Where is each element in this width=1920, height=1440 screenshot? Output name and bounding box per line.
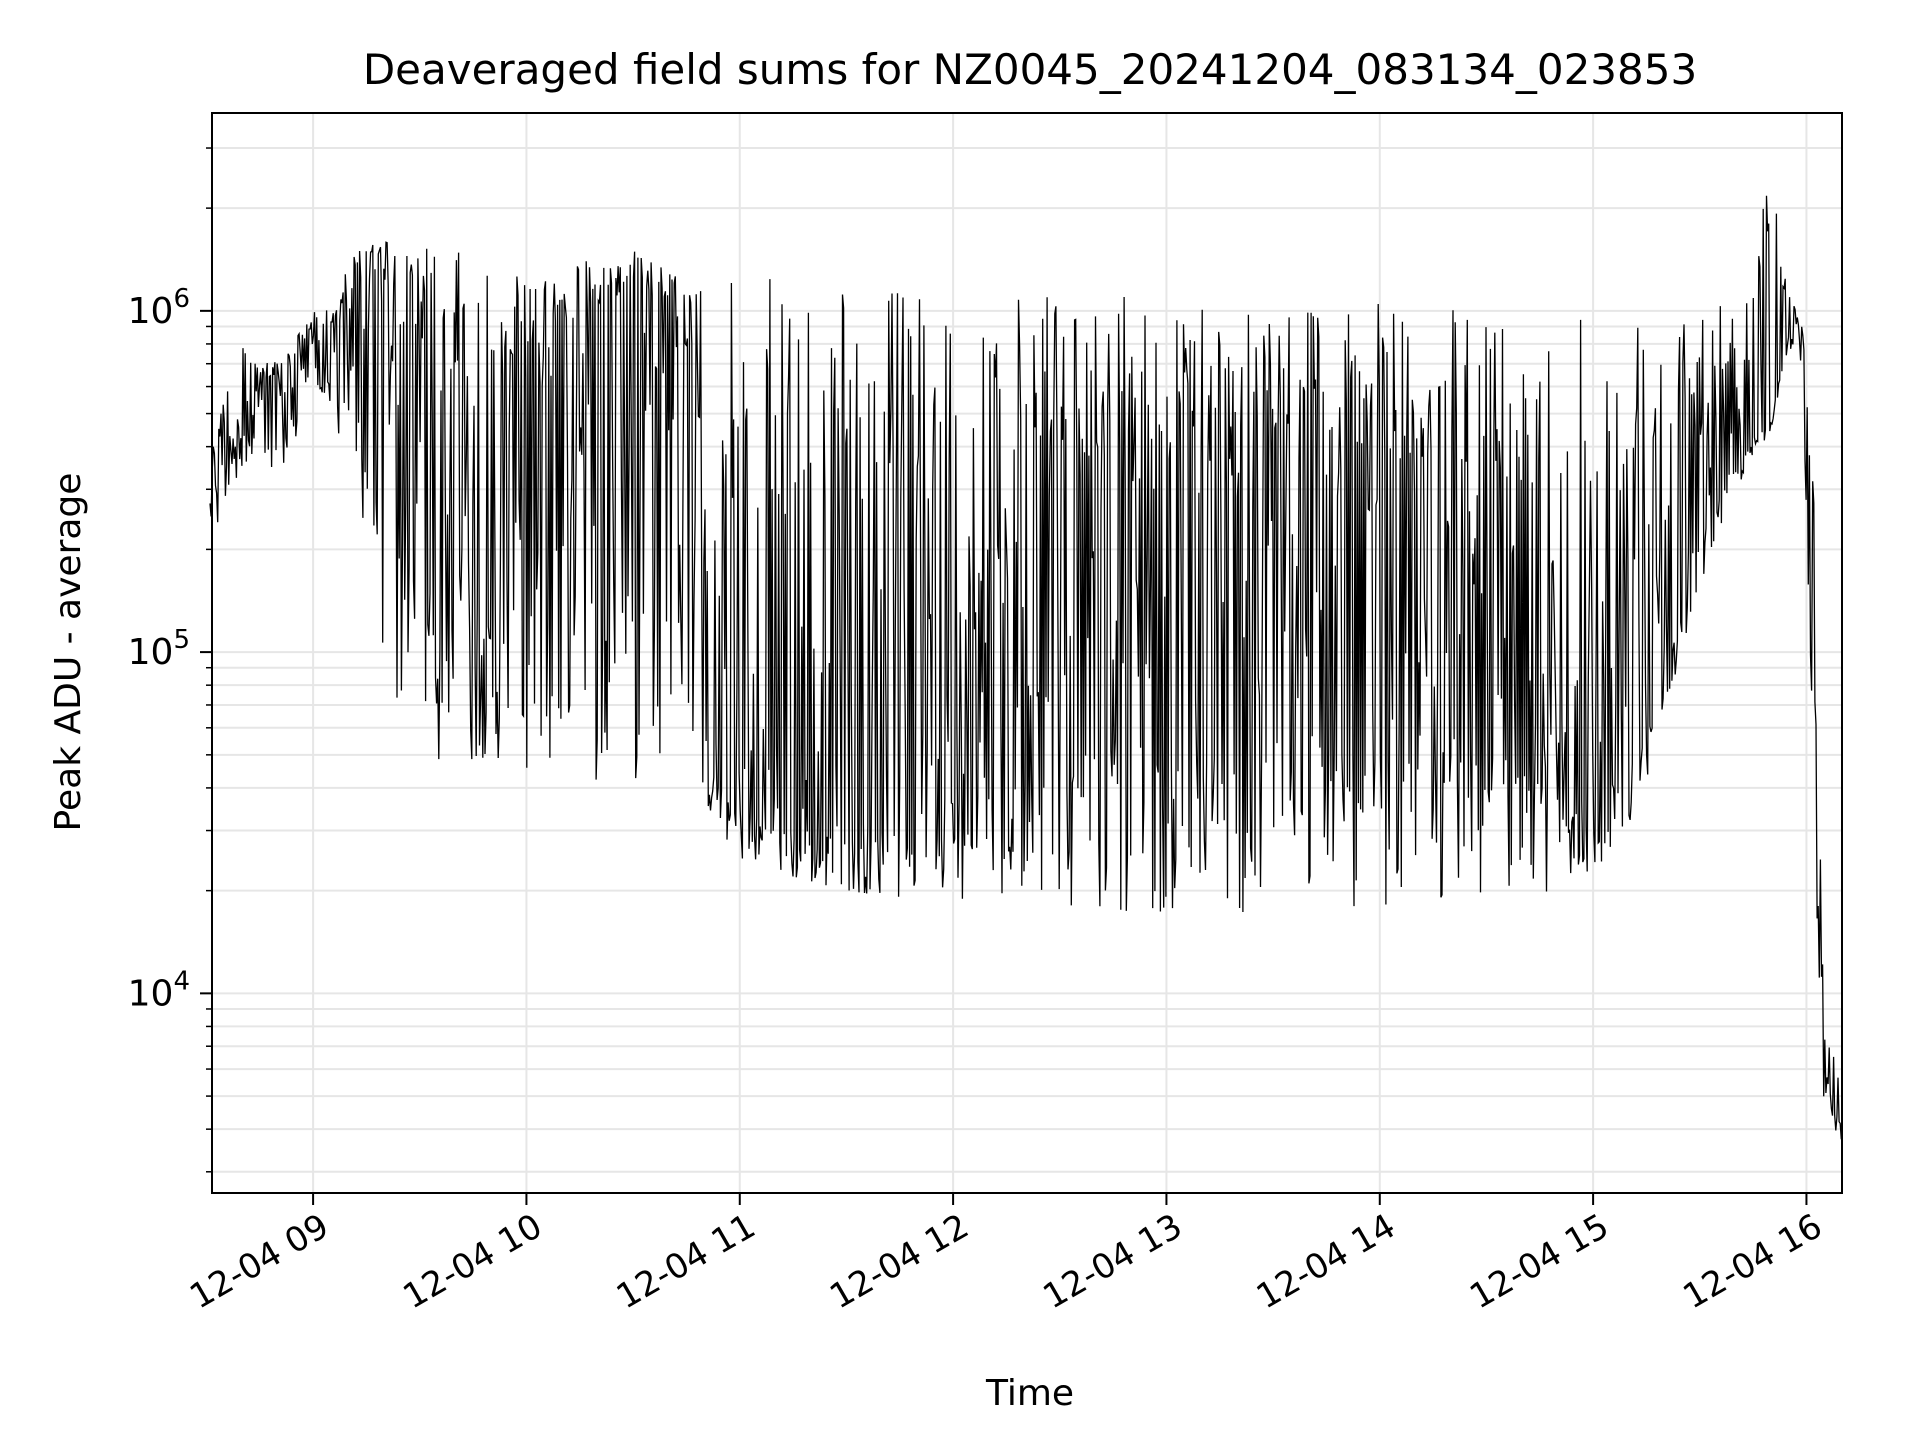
y-tick-base: 10: [128, 973, 174, 1014]
y-tick-base: 10: [128, 291, 174, 332]
y-tick-base: 10: [128, 632, 174, 673]
y-tick-label: 104: [128, 966, 190, 1014]
series-line: [209, 195, 1842, 1140]
y-tick-label: 106: [128, 284, 190, 332]
y-tick-label: 105: [128, 625, 190, 673]
y-tick-exponent: 6: [173, 284, 190, 314]
y-tick-exponent: 5: [173, 625, 190, 655]
x-axis-label: Time: [985, 1373, 1074, 1414]
chart-title: Deaveraged field sums for NZ0045_2024120…: [363, 45, 1697, 94]
data-series-line: [209, 195, 1842, 1140]
y-tick-exponent: 4: [173, 966, 190, 996]
y-axis-label: Peak ADU - average: [48, 473, 89, 832]
